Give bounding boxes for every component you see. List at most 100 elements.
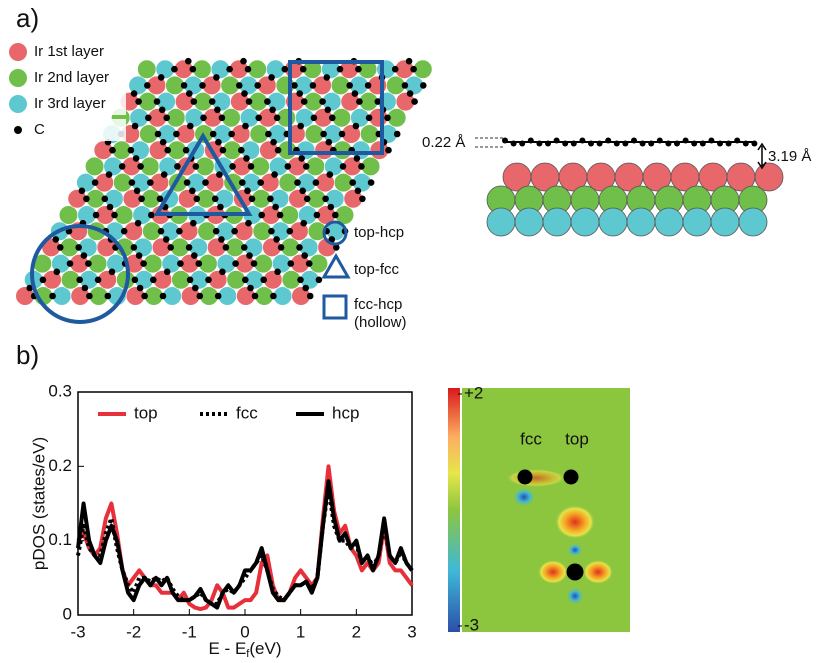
c-atom <box>137 163 144 170</box>
c-atom <box>236 82 243 89</box>
ir-atom <box>85 157 104 176</box>
c-atom <box>296 244 303 251</box>
c-atom <box>121 228 128 235</box>
density-lobe <box>538 560 568 584</box>
c-atom <box>339 131 346 138</box>
ir-atom <box>627 208 655 236</box>
c-atom <box>314 212 321 219</box>
c-atom <box>751 141 757 147</box>
c-atom <box>171 66 178 73</box>
c-atom <box>355 66 362 73</box>
c-atom <box>285 163 292 170</box>
ir-atom <box>487 208 515 236</box>
c-atom <box>229 163 236 170</box>
c-atom <box>210 131 217 138</box>
c-atom <box>184 179 191 186</box>
c-atom <box>294 179 301 186</box>
c-atom <box>353 123 360 130</box>
c-atom <box>150 277 157 284</box>
c-atom <box>257 179 264 186</box>
c-atom <box>337 66 344 73</box>
c-atom <box>241 90 248 97</box>
legend-label: C <box>34 121 45 138</box>
c-atom <box>260 277 267 284</box>
c-atom <box>269 107 276 114</box>
c-atom <box>528 138 534 144</box>
c-atom <box>665 141 671 147</box>
c-atom <box>270 293 277 300</box>
c-atom <box>562 141 568 147</box>
c-atom <box>354 155 361 162</box>
c-atom <box>248 163 255 170</box>
ir-atom <box>543 208 571 236</box>
y-tick-label: 0.3 <box>48 381 72 400</box>
c-atom <box>246 98 253 105</box>
density-lobe <box>506 469 566 487</box>
c-atom <box>545 141 551 147</box>
c-atom <box>232 260 239 267</box>
c-atom <box>258 212 265 219</box>
c-atom <box>135 98 142 105</box>
c-atom <box>218 236 225 243</box>
c-atom <box>183 147 190 154</box>
c-atom <box>254 82 261 89</box>
c-atom <box>420 82 427 89</box>
c-atom <box>406 58 413 65</box>
legend-bg <box>6 119 126 141</box>
ir-atom <box>59 206 78 225</box>
c-atom <box>176 228 183 235</box>
legend-triangle <box>324 256 348 277</box>
legend-square <box>324 296 346 318</box>
c-atom <box>67 260 74 267</box>
c-atom <box>187 277 194 284</box>
c-atom <box>145 115 152 122</box>
c-atom <box>614 141 620 147</box>
c-atom <box>356 98 363 105</box>
c-atom <box>160 293 167 300</box>
x-tick-label: -1 <box>182 622 197 641</box>
c-atom <box>173 131 180 138</box>
c-atom <box>622 141 628 147</box>
c-atom <box>674 141 680 147</box>
c-atom <box>301 252 308 259</box>
height-label: 0.22 Å <box>422 134 465 151</box>
panel-label: a) <box>16 3 39 33</box>
c-atom <box>111 212 118 219</box>
colorbar-label: -3 <box>464 615 479 634</box>
c-atom <box>186 244 193 251</box>
c-atom <box>202 179 209 186</box>
c-atom <box>268 74 275 81</box>
x-axis-label-part: (eV) <box>249 639 281 658</box>
c-atom <box>158 228 165 235</box>
y-tick-label: 0.1 <box>48 530 72 549</box>
c-atom <box>274 115 281 122</box>
c-atom <box>129 179 136 186</box>
x-tick-label: -2 <box>126 622 141 641</box>
c-atom <box>274 269 281 276</box>
legend-swatch <box>9 69 27 87</box>
c-atom <box>311 115 318 122</box>
x-axis-label: E - Ef(eV) <box>209 639 282 659</box>
c-atom <box>245 220 252 227</box>
site-label: top-fcc <box>354 261 400 278</box>
c-atom <box>186 90 193 97</box>
c-atom <box>196 260 203 267</box>
c-atom <box>287 228 294 235</box>
c-atom <box>138 196 145 203</box>
c-atom <box>273 236 280 243</box>
panel-label: b) <box>16 340 39 370</box>
c-atom <box>288 260 295 267</box>
c-atom <box>365 82 372 89</box>
c-atom <box>40 277 47 284</box>
c-atom <box>141 293 148 300</box>
c-atom <box>691 141 697 147</box>
colorbar-label: +2 <box>464 383 483 402</box>
c-atom <box>212 196 219 203</box>
c-atom <box>329 115 336 122</box>
ir-atom <box>739 208 767 236</box>
distance-label: 3.19 Å <box>768 148 811 165</box>
c-atom <box>324 74 331 81</box>
c-atom <box>57 244 64 251</box>
c-atom <box>132 277 139 284</box>
figure: a) Ir 1st layerIr 2nd layerIr 3rd layerC… <box>0 0 821 663</box>
